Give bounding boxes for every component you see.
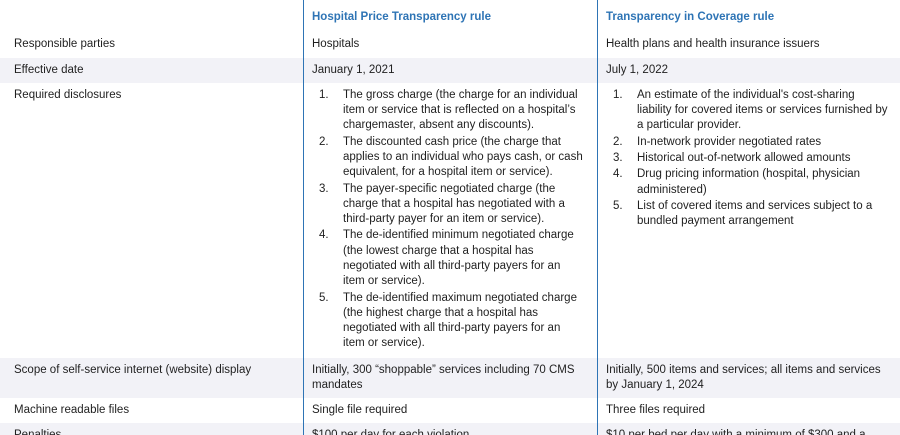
table-row-responsible-parties: Responsible parties Hospitals Health pla…	[0, 32, 900, 58]
cell-tic-penalties: $10 per bed per day with a minimum of $3…	[597, 423, 900, 435]
table-header-row: Hospital Price Transparency rule Transpa…	[0, 0, 900, 33]
cell-tic-responsible: Health plans and health insurance issuer…	[597, 32, 900, 58]
header-empty-cell	[0, 0, 303, 32]
cell-hpt-scope: Initially, 300 “shoppable” services incl…	[303, 357, 597, 399]
cell-hpt-responsible: Hospitals	[303, 32, 597, 58]
column-header-hospital-price-transparency: Hospital Price Transparency rule	[303, 0, 597, 33]
column-header-transparency-in-coverage: Transparency in Coverage rule	[597, 0, 900, 33]
list-item: In-network provider negotiated rates	[613, 135, 822, 151]
list-item: Historical out-of-network allowed amount…	[613, 151, 851, 167]
table-row-scope: Scope of self-service internet (website)…	[0, 357, 900, 399]
table-row-effective-date: Effective date January 1, 2021 July 1, 2…	[0, 57, 900, 83]
row-label: Responsible parties	[14, 38, 116, 51]
list-item: The de-identified maximum negotiated cha…	[319, 291, 577, 350]
row-label: Required disclosures	[14, 88, 122, 101]
list-item: An estimate of the individual's cost-sha…	[613, 88, 888, 132]
cell-tic-scope: Initially, 500 items and services; all i…	[597, 357, 900, 399]
cell-tic-effective: July 1, 2022	[597, 57, 900, 83]
table-row-required-disclosures: Required disclosures The gross charge (t…	[0, 82, 900, 358]
cell-hpt-penalties: $100 per day for each violation	[303, 423, 597, 435]
cell-hpt-machine: Single file required	[303, 398, 597, 424]
list-item: The payer-specific negotiated charge (th…	[319, 182, 565, 226]
table-row-penalties: Penalties $100 per day for each violatio…	[0, 423, 900, 435]
list-item: The gross charge (the charge for an indi…	[319, 88, 578, 132]
list-item: List of covered items and services subje…	[613, 199, 873, 228]
row-label: Scope of self-service internet (website)…	[14, 363, 252, 376]
list-item: The de-identified minimum negotiated cha…	[319, 228, 574, 288]
row-label: Machine readable files	[14, 404, 130, 417]
list-item: The discounted cash price (the charge th…	[319, 135, 583, 179]
list-item: Drug pricing information (hospital, phys…	[613, 167, 861, 196]
row-label: Penalties	[0, 423, 303, 435]
row-label: Effective date	[14, 63, 84, 76]
cell-hpt-effective: January 1, 2021	[303, 57, 597, 83]
cell-tic-machine: Three files required	[597, 398, 900, 424]
table-row-machine-readable-files: Machine readable files Single file requi…	[0, 398, 900, 424]
cell-tic-disclosures: An estimate of the individual's cost-sha…	[597, 82, 900, 358]
tic-disclosures-list: An estimate of the individual's cost-sha…	[606, 88, 888, 230]
hpt-disclosures-list: The gross charge (the charge for an indi…	[312, 88, 585, 352]
cell-hpt-disclosures: The gross charge (the charge for an indi…	[303, 82, 597, 358]
